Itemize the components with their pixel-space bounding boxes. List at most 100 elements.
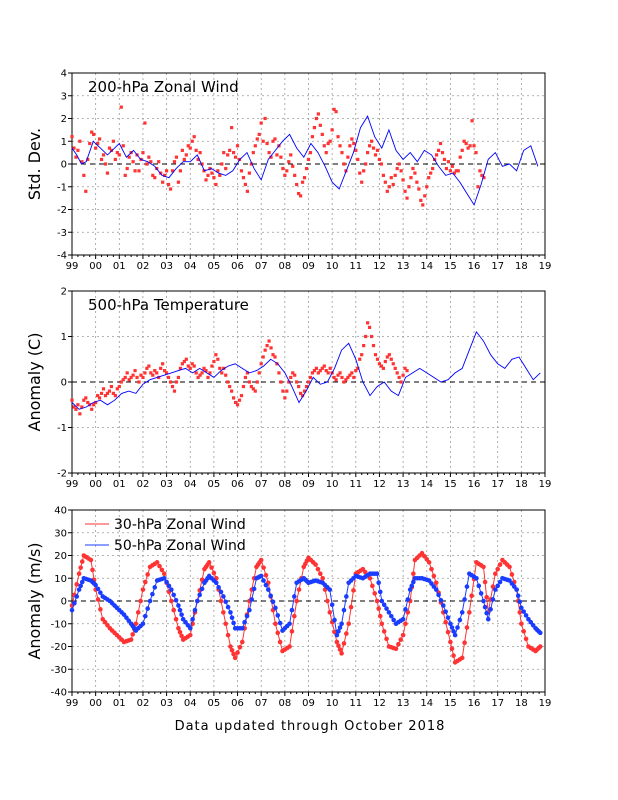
- series-point-1: [69, 607, 75, 613]
- series-point-0: [351, 588, 356, 593]
- series-point-0: [76, 571, 82, 576]
- data-point: [346, 155, 350, 159]
- data-point: [397, 162, 401, 166]
- series-point-0: [171, 607, 176, 613]
- series-point-1: [147, 598, 153, 604]
- series-point-0: [154, 560, 160, 565]
- data-point: [127, 155, 131, 159]
- data-point: [279, 155, 283, 159]
- data-point: [253, 389, 257, 393]
- data-point: [413, 171, 417, 175]
- x-tick-label: 99: [66, 261, 79, 272]
- data-point: [178, 169, 182, 173]
- series-point-1: [462, 597, 467, 602]
- data-point: [70, 398, 74, 402]
- series-point-0: [469, 593, 474, 598]
- data-point: [74, 407, 78, 411]
- data-point: [405, 196, 409, 200]
- data-point: [103, 394, 108, 398]
- y-axis-label: Std. Dev.: [25, 128, 44, 200]
- data-point: [210, 171, 214, 175]
- data-point: [448, 169, 452, 173]
- data-point: [360, 180, 364, 184]
- series-point-1: [484, 610, 489, 616]
- data-point: [354, 148, 358, 152]
- series-point-1: [95, 586, 101, 592]
- data-point: [299, 391, 303, 395]
- data-point: [336, 373, 340, 377]
- x-tick-label: 13: [397, 479, 410, 490]
- data-point: [371, 146, 376, 150]
- data-point: [196, 375, 200, 380]
- series-point-1: [190, 616, 195, 622]
- series-point-1: [459, 610, 465, 615]
- data-point: [113, 394, 117, 398]
- data-point: [103, 162, 108, 166]
- data-point: [117, 384, 121, 389]
- data-point: [285, 389, 289, 393]
- series-point-1: [292, 594, 297, 599]
- data-point: [178, 366, 182, 370]
- data-point: [97, 137, 102, 141]
- data-point: [289, 375, 293, 380]
- data-point: [119, 105, 123, 109]
- y-tick-label: 1: [61, 137, 67, 148]
- data-point: [194, 371, 198, 375]
- data-point: [204, 369, 208, 373]
- series-point-0: [411, 571, 416, 576]
- series-point-1: [225, 604, 231, 610]
- x-tick-label: 09: [302, 698, 315, 709]
- data-point: [141, 375, 145, 380]
- data-point: [70, 135, 74, 139]
- data-point: [206, 375, 210, 380]
- y-tick-label: 10: [54, 574, 67, 585]
- data-point: [480, 173, 484, 177]
- data-point: [119, 380, 123, 384]
- data-point: [259, 362, 263, 366]
- x-tick-label: 18: [515, 698, 528, 709]
- x-tick-label: 12: [373, 479, 386, 490]
- data-point: [174, 155, 179, 159]
- series-point-1: [388, 613, 394, 619]
- series-point-0: [169, 598, 174, 604]
- x-tick-label: 06: [231, 479, 244, 490]
- x-tick-label: 02: [137, 698, 150, 709]
- series-point-1: [263, 582, 269, 588]
- y-tick-label: 4: [61, 69, 67, 80]
- series-point-1: [519, 605, 524, 611]
- series-point-0: [400, 632, 406, 638]
- series-point-0: [339, 651, 344, 656]
- data-point: [409, 176, 413, 180]
- data-point: [164, 371, 169, 375]
- data-point: [403, 189, 407, 193]
- data-point: [444, 166, 449, 171]
- data-point: [245, 189, 249, 193]
- x-tick-label: 18: [515, 479, 528, 490]
- data-point: [80, 405, 84, 409]
- series-point-1: [403, 607, 408, 612]
- series-point-1: [381, 602, 387, 608]
- series-point-1: [145, 606, 150, 611]
- series-point-0: [509, 572, 515, 577]
- series-point-0: [344, 631, 349, 636]
- series-point-0: [218, 598, 224, 604]
- series-point-0: [211, 570, 217, 576]
- series-point-0: [467, 610, 472, 615]
- series-point-0: [179, 633, 184, 639]
- data-point: [147, 155, 151, 159]
- data-point: [387, 185, 391, 189]
- data-point: [198, 373, 202, 377]
- data-point: [212, 176, 216, 180]
- data-point: [452, 171, 456, 175]
- data-point: [145, 162, 149, 166]
- series-point-1: [457, 617, 463, 623]
- x-tick-label: 17: [491, 261, 504, 272]
- data-point: [245, 371, 249, 375]
- series-point-1: [334, 632, 340, 638]
- data-point: [166, 375, 171, 380]
- data-point: [210, 364, 214, 368]
- data-point: [265, 344, 269, 348]
- data-point: [310, 135, 315, 139]
- x-tick-label: 16: [468, 698, 481, 709]
- data-point: [358, 171, 362, 175]
